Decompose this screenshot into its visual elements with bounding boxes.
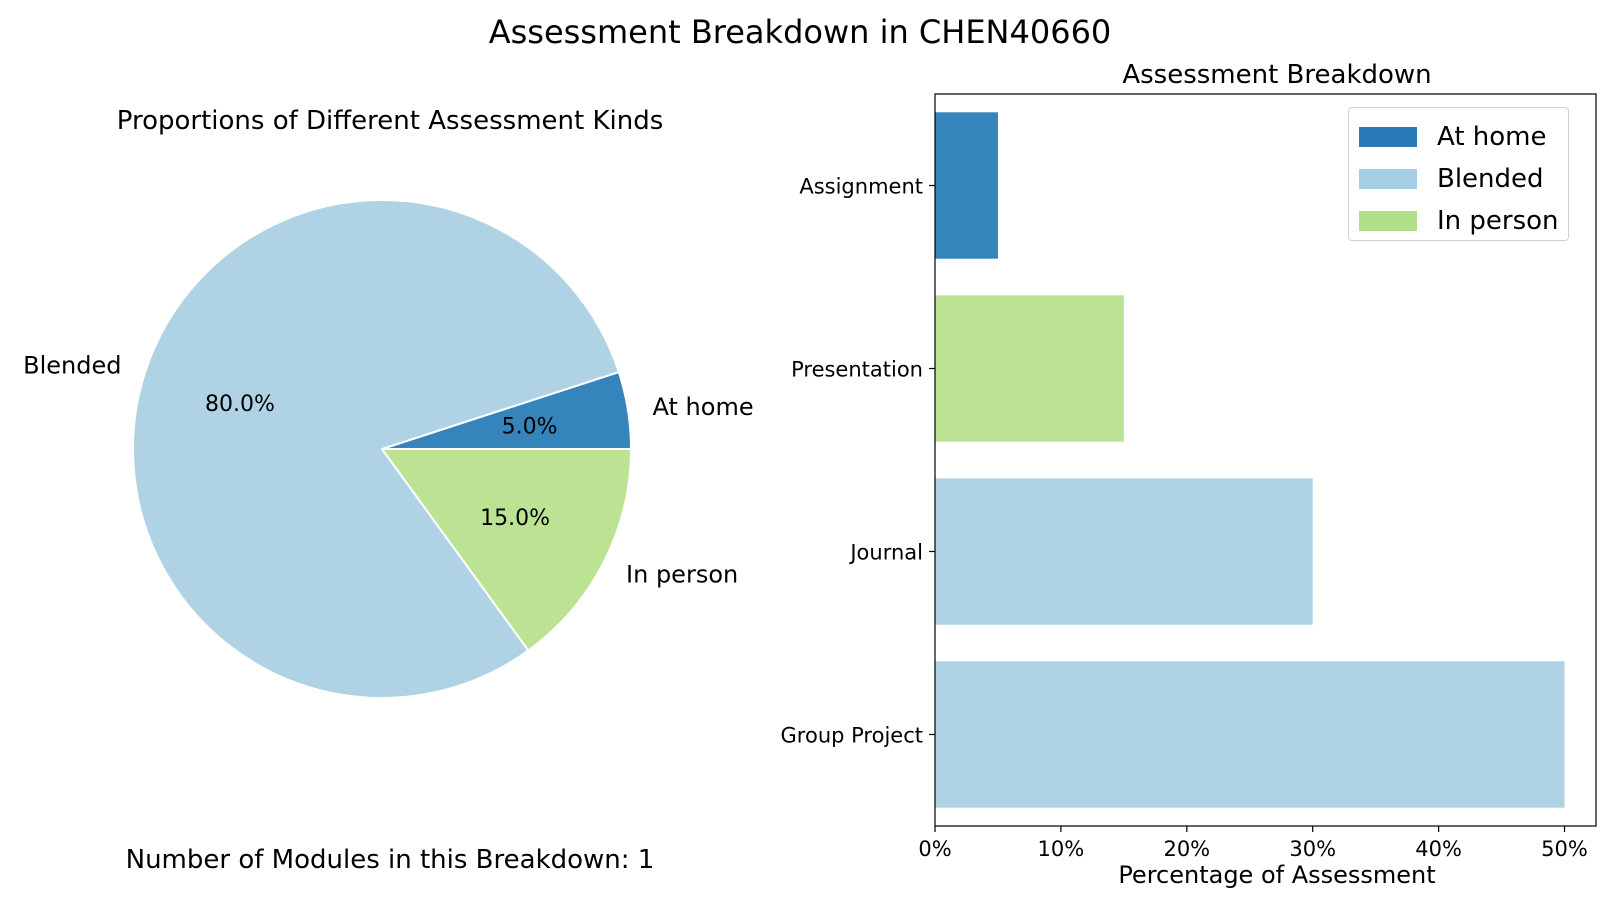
pie-chart: At home 5.0% Blended 80.0% In person 15.0% — [23, 199, 754, 699]
y-tick-label: Journal — [848, 541, 923, 565]
figure-suptitle: Assessment Breakdown in CHEN40660 — [488, 13, 1112, 51]
bar-chart: Assignment Presentation Journal Group Proje… — [781, 93, 1597, 861]
bar-chart-x-axis-label: Percentage of Assessment — [1118, 861, 1436, 889]
pie-percent-label: 80.0% — [205, 392, 275, 417]
y-tick-label: Presentation — [791, 358, 923, 382]
pie-label: Blended — [23, 351, 121, 379]
legend-entry: In person — [1359, 200, 1559, 242]
legend-swatch-in-person — [1359, 211, 1417, 231]
legend-label: At home — [1437, 122, 1547, 152]
y-tick-label: Group Project — [781, 724, 923, 748]
y-tick-label: Assignment — [799, 175, 923, 199]
x-tick-label: 10% — [1038, 837, 1085, 861]
pie-percent-label: 5.0% — [502, 415, 558, 440]
legend-label: Blended — [1437, 164, 1544, 194]
pie-chart-title: Proportions of Different Assessment Kind… — [116, 106, 664, 136]
pie-percent-label: 15.0% — [480, 506, 550, 531]
pie-slice-blended — [132, 199, 620, 699]
x-tick-label: 50% — [1541, 837, 1588, 861]
x-tick-label: 0% — [918, 837, 951, 861]
bar-assignment — [935, 112, 998, 259]
x-tick-label: 30% — [1289, 837, 1336, 861]
bar-presentation — [935, 295, 1124, 442]
pie-slice-in-person — [381, 448, 632, 652]
module-count-note: Number of Modules in this Breakdown: 1 — [125, 845, 655, 875]
legend-entry: At home — [1359, 116, 1558, 158]
bar-chart-title: Assessment Breakdown — [1122, 60, 1432, 90]
legend-swatch-blended — [1359, 169, 1417, 189]
x-tick-label: 40% — [1415, 837, 1462, 861]
bar-journal — [935, 478, 1313, 625]
legend-label: In person — [1437, 206, 1559, 236]
x-tick-label: 20% — [1163, 837, 1210, 861]
legend-entry: Blended — [1359, 158, 1558, 200]
bar-chart-axes-frame — [934, 93, 1597, 827]
bar-group-project — [935, 661, 1565, 808]
pie-label: At home — [653, 393, 754, 421]
pie-label: In person — [626, 560, 738, 588]
bar-chart-legend: At home Blended In person — [1348, 107, 1569, 241]
legend-swatch-at-home — [1359, 127, 1417, 147]
